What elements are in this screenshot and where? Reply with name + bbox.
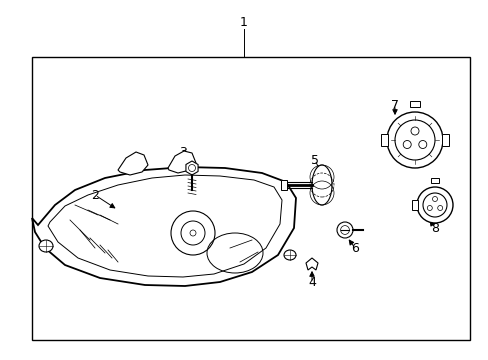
Circle shape [171,211,215,255]
Bar [441,134,448,146]
Text: 7: 7 [390,99,398,112]
Circle shape [190,230,196,236]
Text: 3: 3 [179,145,186,158]
Circle shape [416,187,452,223]
Text: 4: 4 [307,276,315,289]
Text: 2: 2 [91,189,99,202]
Polygon shape [185,161,198,175]
Text: 8: 8 [430,221,438,234]
Bar [32,57,469,340]
Text: 5: 5 [310,153,318,166]
Circle shape [336,222,352,238]
Text: 6: 6 [350,242,358,255]
Polygon shape [118,152,148,175]
Ellipse shape [311,165,331,205]
Text: 1: 1 [240,15,247,28]
Ellipse shape [284,250,295,260]
Polygon shape [305,258,317,270]
Bar [411,200,417,210]
Bar [281,180,286,190]
Ellipse shape [39,240,53,252]
Bar [430,178,438,183]
Polygon shape [32,167,295,286]
Circle shape [386,112,442,168]
Bar [380,134,387,146]
Polygon shape [168,151,196,173]
Bar [409,101,419,107]
